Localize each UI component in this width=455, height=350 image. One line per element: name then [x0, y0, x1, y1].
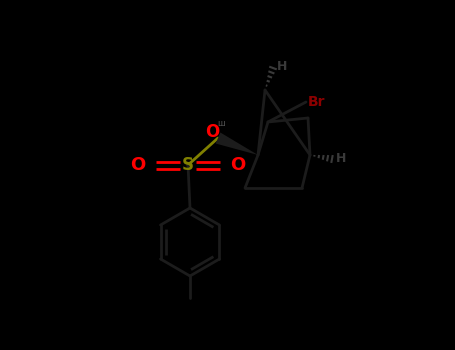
Text: H: H [277, 61, 288, 74]
Text: H: H [336, 153, 346, 166]
Text: S: S [182, 156, 194, 174]
Text: O: O [131, 156, 146, 174]
Text: Br: Br [308, 95, 325, 109]
Text: O: O [230, 156, 246, 174]
Polygon shape [216, 133, 258, 155]
Text: ш: ш [217, 119, 225, 128]
Text: O: O [205, 123, 219, 141]
